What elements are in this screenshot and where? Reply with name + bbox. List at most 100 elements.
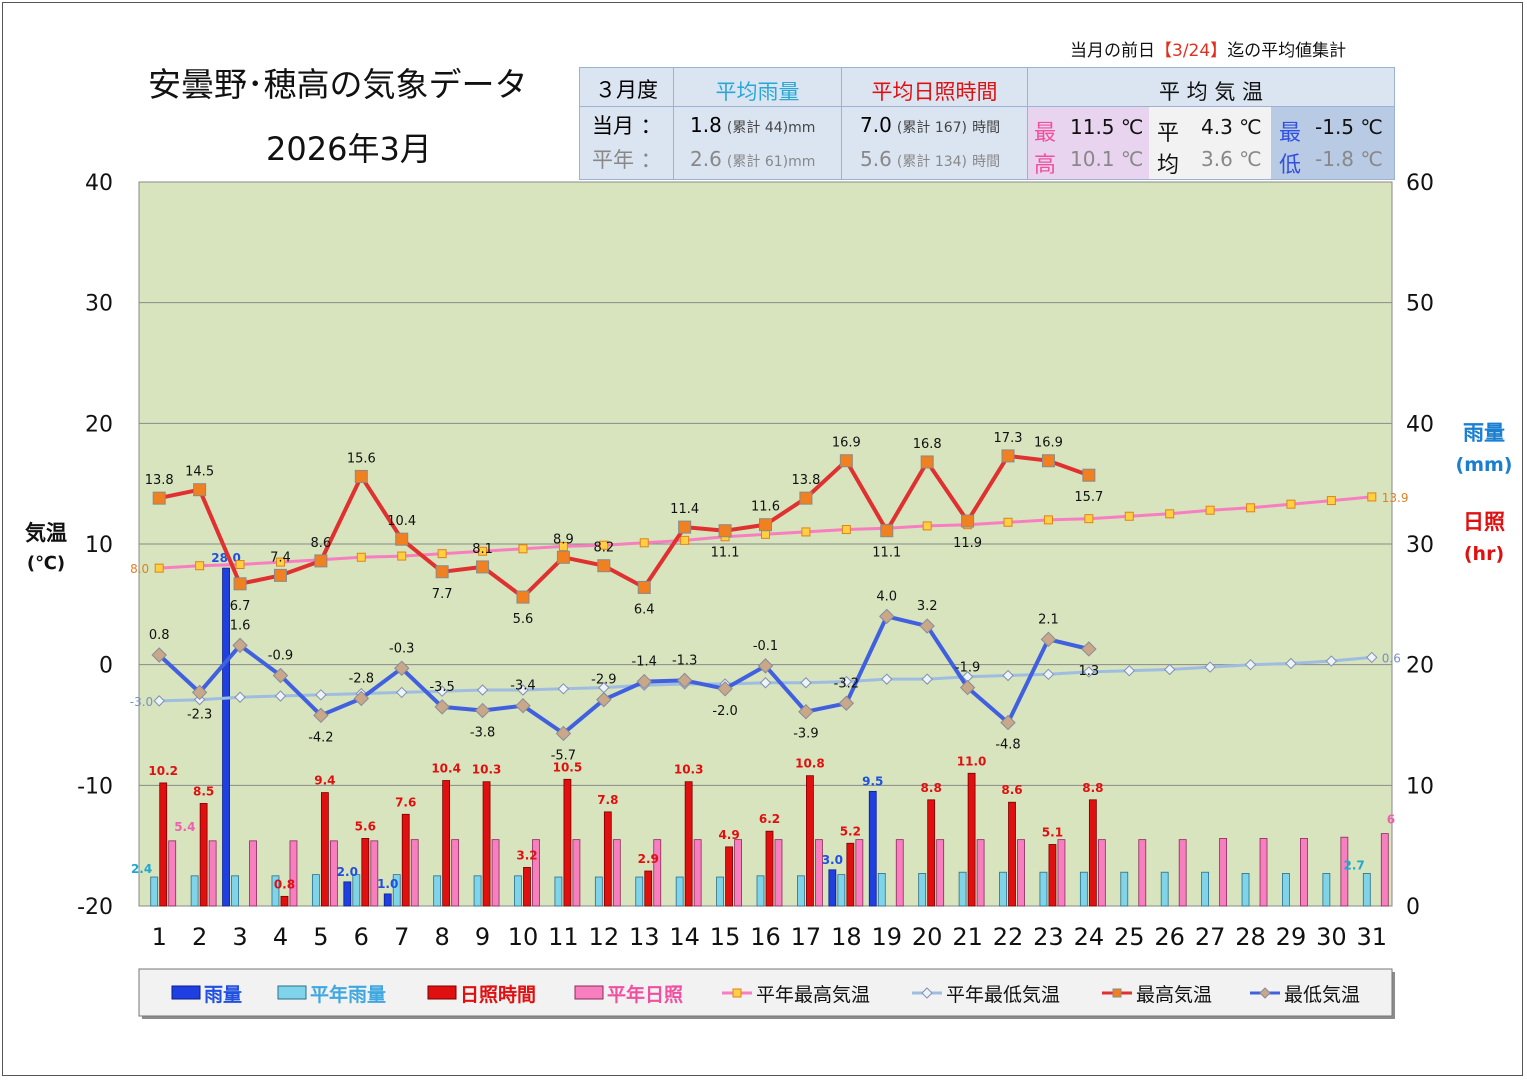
- normal-min-point: [315, 689, 327, 701]
- normal-rain-bar: [190, 875, 199, 907]
- min-current: -1.5 ℃: [1315, 115, 1383, 139]
- max-temp-label: 7.4: [270, 550, 291, 565]
- normal-sunshine-bar: [532, 839, 540, 907]
- x-tick-label: 8: [435, 923, 450, 951]
- normal-rain-bar: [594, 876, 603, 907]
- normal-sunshine-bar: [491, 839, 500, 907]
- rain-unit: mm: [788, 120, 816, 136]
- sunshine-bar: [927, 799, 936, 907]
- normal-rain-bar: [877, 873, 886, 907]
- normal-max-point: [599, 540, 609, 550]
- min-temp-label: 2.1: [1038, 612, 1059, 627]
- max-temp-point: [516, 590, 530, 604]
- rain-bar: [222, 567, 230, 907]
- max-temp-label: 11.6: [751, 500, 780, 515]
- normal-max-point: [1326, 496, 1336, 506]
- row-label-normal: 平年 ：: [592, 148, 662, 172]
- summary-divider: [580, 106, 1394, 107]
- avg-temp-cell: 平 均 4.3 ℃ 3.6 ℃: [1149, 107, 1271, 179]
- min-temp-point: [636, 673, 652, 690]
- max-temp-line: [158, 453, 1090, 600]
- x-tick-label: 22: [993, 923, 1024, 951]
- max-label-1: 最: [1034, 121, 1057, 146]
- normal-rain-bar: [554, 876, 563, 907]
- sunshine-bar: [967, 772, 976, 907]
- normal-rain-bar-label: 2.7: [1344, 858, 1365, 872]
- max-temp-label: 10.4: [387, 514, 416, 529]
- sunshine-bar-label: 8.8: [921, 781, 942, 795]
- sunshine-bar-label: 6.2: [759, 812, 780, 826]
- rain-bar: [828, 869, 837, 907]
- max-temp-point: [354, 469, 368, 483]
- sunshine-bar: [442, 780, 451, 907]
- normal-rain-bar: [392, 874, 401, 907]
- sunshine-bar-label: 3.2: [516, 848, 537, 862]
- max-temp-point: [920, 455, 934, 469]
- max-temp-point: [678, 520, 692, 534]
- normal-max-point: [680, 535, 690, 545]
- normal-min-point: [1325, 655, 1338, 667]
- max-temp-label: 5.6: [513, 612, 534, 627]
- legend-marker: [1112, 988, 1122, 998]
- avg-label-2: 均: [1157, 153, 1180, 178]
- sunshine-bar: [1048, 844, 1057, 907]
- normal-max-point: [154, 563, 164, 573]
- normal-min-point: [476, 684, 489, 696]
- normal-sunshine-bar: [208, 840, 217, 907]
- normal-rain-bar: [1201, 871, 1210, 907]
- normal-sunshine-bar: [249, 840, 257, 907]
- rain-bar: [343, 881, 352, 907]
- legend: 雨量 平年雨量 日照時間 平年日照 平年最高気温 平年最低気温 最高気温 最低気温: [138, 968, 1395, 1019]
- max-temp-label: 11.4: [670, 502, 699, 517]
- normal-rain-bar: [473, 875, 482, 907]
- rain-unit: mm: [788, 154, 816, 170]
- sunshine-bar: [603, 811, 612, 907]
- min-temp-point: [676, 672, 693, 689]
- summary-header-temp: 平 均 気 温: [1028, 68, 1394, 106]
- normal-rain-bar: [1241, 873, 1250, 907]
- max-temp-point: [880, 524, 894, 538]
- normal-max-point: [1043, 515, 1053, 525]
- normal-rain-bar: [1039, 871, 1048, 907]
- legend-marker: [1259, 987, 1271, 999]
- normal-rain-bar: [756, 875, 765, 907]
- normal-rain-bar: [1362, 873, 1371, 907]
- rain-normal-total: (累計 61): [726, 154, 789, 170]
- sunshine-bar-label: 7.8: [597, 793, 618, 807]
- normal-min-point: [1083, 666, 1095, 678]
- normal-min-point: [840, 675, 853, 688]
- legend-swatch: [277, 985, 307, 1000]
- max-temp-point: [314, 554, 328, 568]
- legend-marker: [732, 988, 742, 998]
- x-tick-label: 20: [912, 923, 943, 951]
- y-left-tick-label: 0: [99, 654, 113, 679]
- x-tick-label: 5: [313, 923, 328, 951]
- x-tick-label: 14: [669, 923, 700, 951]
- normal-max-point: [1084, 514, 1094, 524]
- max-temp-point: [759, 518, 772, 532]
- y-right-tick-label: 0: [1406, 895, 1420, 920]
- normal-rain-bar: [837, 874, 846, 907]
- sunshine-bar-label: 10.3: [472, 763, 502, 777]
- normal-rain-bar: [675, 876, 684, 907]
- max-temp-point: [273, 568, 287, 582]
- x-tick-label: 16: [750, 923, 781, 951]
- max-label-2: 高: [1034, 153, 1057, 178]
- normal-max-point: [275, 557, 285, 567]
- max-temp-point: [1001, 449, 1015, 463]
- min-label-2: 低: [1279, 153, 1302, 178]
- sunshine-bar-label: 10.5: [553, 760, 583, 774]
- note-after: 迄の平均値集計: [1227, 41, 1347, 61]
- max-temp-label: 11.1: [872, 546, 901, 561]
- max-temp-label: 8.1: [472, 542, 493, 557]
- normal-sunshine-bar: [370, 840, 379, 907]
- rain-bar-label: 28.0: [211, 551, 241, 565]
- max-temp-label: 8.9: [553, 532, 574, 547]
- sunshine-unit: 時間: [972, 120, 1001, 136]
- max-temp-point: [718, 524, 732, 538]
- x-tick-label: 1: [152, 923, 167, 951]
- normal-rain-bar: [1160, 871, 1169, 907]
- y-right-rain-unit: (mm): [1456, 454, 1513, 476]
- min-temp-label: -3.5: [429, 680, 454, 695]
- normal-min-point: [759, 677, 772, 689]
